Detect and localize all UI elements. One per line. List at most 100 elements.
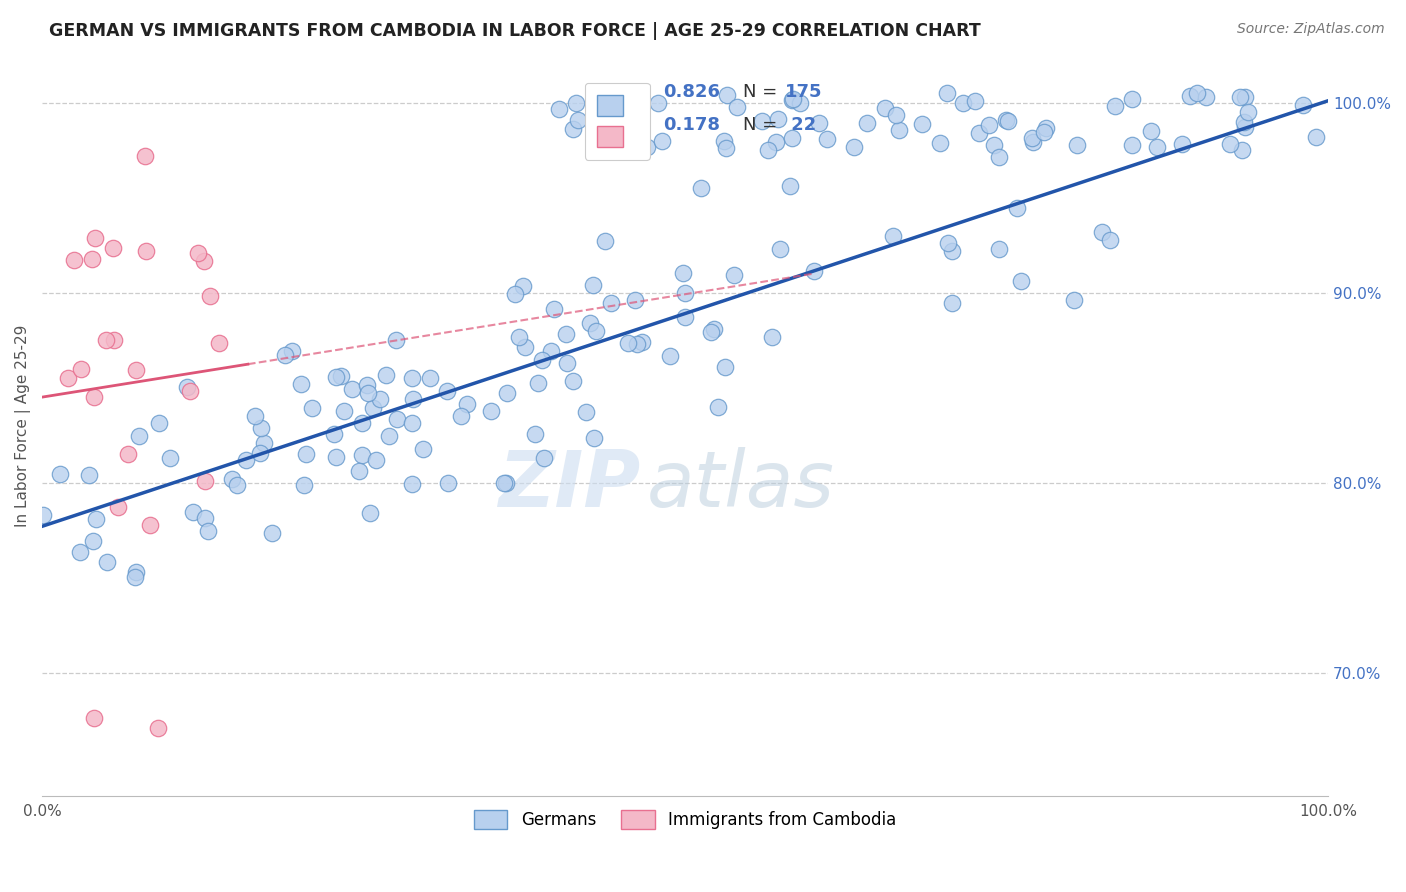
- Point: [1180, 89, 1202, 103]
- Point: [479, 403, 502, 417]
- Point: [181, 505, 204, 519]
- Text: 22: 22: [786, 116, 817, 134]
- Point: [1063, 293, 1085, 308]
- Point: [780, 94, 803, 108]
- Point: [780, 131, 803, 145]
- Point: [366, 452, 388, 467]
- Point: [124, 570, 146, 584]
- Point: [148, 417, 170, 431]
- Point: [221, 472, 243, 486]
- Point: [69, 361, 91, 376]
- Point: [356, 378, 378, 392]
- Point: [515, 340, 537, 354]
- Point: [1146, 140, 1168, 154]
- Point: [194, 474, 217, 488]
- Point: [1005, 201, 1028, 215]
- Point: [941, 295, 963, 310]
- Point: [675, 310, 697, 325]
- Point: [1233, 115, 1256, 129]
- Point: [965, 94, 987, 108]
- Point: [889, 122, 911, 136]
- Point: [623, 293, 645, 307]
- Point: [585, 324, 607, 338]
- Point: [595, 234, 617, 248]
- Point: [988, 150, 1011, 164]
- Point: [527, 376, 550, 390]
- Point: [179, 384, 201, 399]
- Point: [83, 390, 105, 404]
- Point: [134, 149, 156, 163]
- Point: [725, 100, 748, 114]
- Point: [1021, 131, 1043, 145]
- Point: [325, 450, 347, 464]
- Point: [292, 477, 315, 491]
- Point: [139, 517, 162, 532]
- Point: [249, 420, 271, 434]
- Point: [1010, 274, 1032, 288]
- Point: [187, 245, 209, 260]
- Point: [159, 451, 181, 466]
- Point: [1033, 125, 1056, 139]
- Point: [997, 114, 1019, 128]
- Point: [533, 450, 555, 465]
- Point: [543, 302, 565, 317]
- Point: [117, 447, 139, 461]
- Point: [789, 95, 811, 110]
- Point: [505, 286, 527, 301]
- Point: [1022, 135, 1045, 149]
- Point: [48, 467, 70, 482]
- Point: [294, 447, 316, 461]
- Point: [62, 252, 84, 267]
- Text: R =: R =: [619, 83, 657, 102]
- Text: N =: N =: [742, 116, 783, 134]
- Point: [401, 371, 423, 385]
- Point: [523, 427, 546, 442]
- Point: [226, 477, 249, 491]
- Point: [936, 86, 959, 100]
- Point: [673, 285, 696, 300]
- Point: [1237, 104, 1260, 119]
- Point: [929, 136, 952, 151]
- Point: [672, 266, 695, 280]
- Point: [758, 143, 780, 157]
- Point: [342, 382, 364, 396]
- Point: [815, 132, 838, 146]
- Point: [194, 511, 217, 525]
- Point: [450, 409, 472, 423]
- Point: [496, 386, 519, 401]
- Point: [779, 179, 801, 194]
- Text: atlas: atlas: [647, 447, 834, 523]
- Point: [575, 405, 598, 419]
- Point: [96, 333, 118, 347]
- Point: [555, 356, 578, 370]
- Point: [82, 252, 104, 267]
- Point: [378, 429, 401, 443]
- Point: [419, 371, 441, 385]
- Point: [855, 116, 877, 130]
- Point: [198, 288, 221, 302]
- Point: [636, 140, 658, 154]
- Point: [1292, 98, 1315, 112]
- Point: [96, 555, 118, 569]
- Point: [1195, 89, 1218, 103]
- Point: [69, 544, 91, 558]
- Point: [941, 244, 963, 258]
- Point: [647, 95, 669, 110]
- Point: [561, 374, 583, 388]
- Point: [1232, 143, 1254, 157]
- Point: [401, 416, 423, 430]
- Point: [329, 369, 352, 384]
- Point: [875, 102, 897, 116]
- Point: [751, 114, 773, 128]
- Point: [1091, 225, 1114, 239]
- Point: [713, 134, 735, 148]
- Point: [599, 295, 621, 310]
- Point: [617, 336, 640, 351]
- Point: [402, 392, 425, 406]
- Point: [1099, 233, 1122, 247]
- Point: [82, 533, 104, 548]
- Point: [612, 105, 634, 120]
- Point: [1140, 123, 1163, 137]
- Point: [361, 401, 384, 416]
- Point: [967, 126, 990, 140]
